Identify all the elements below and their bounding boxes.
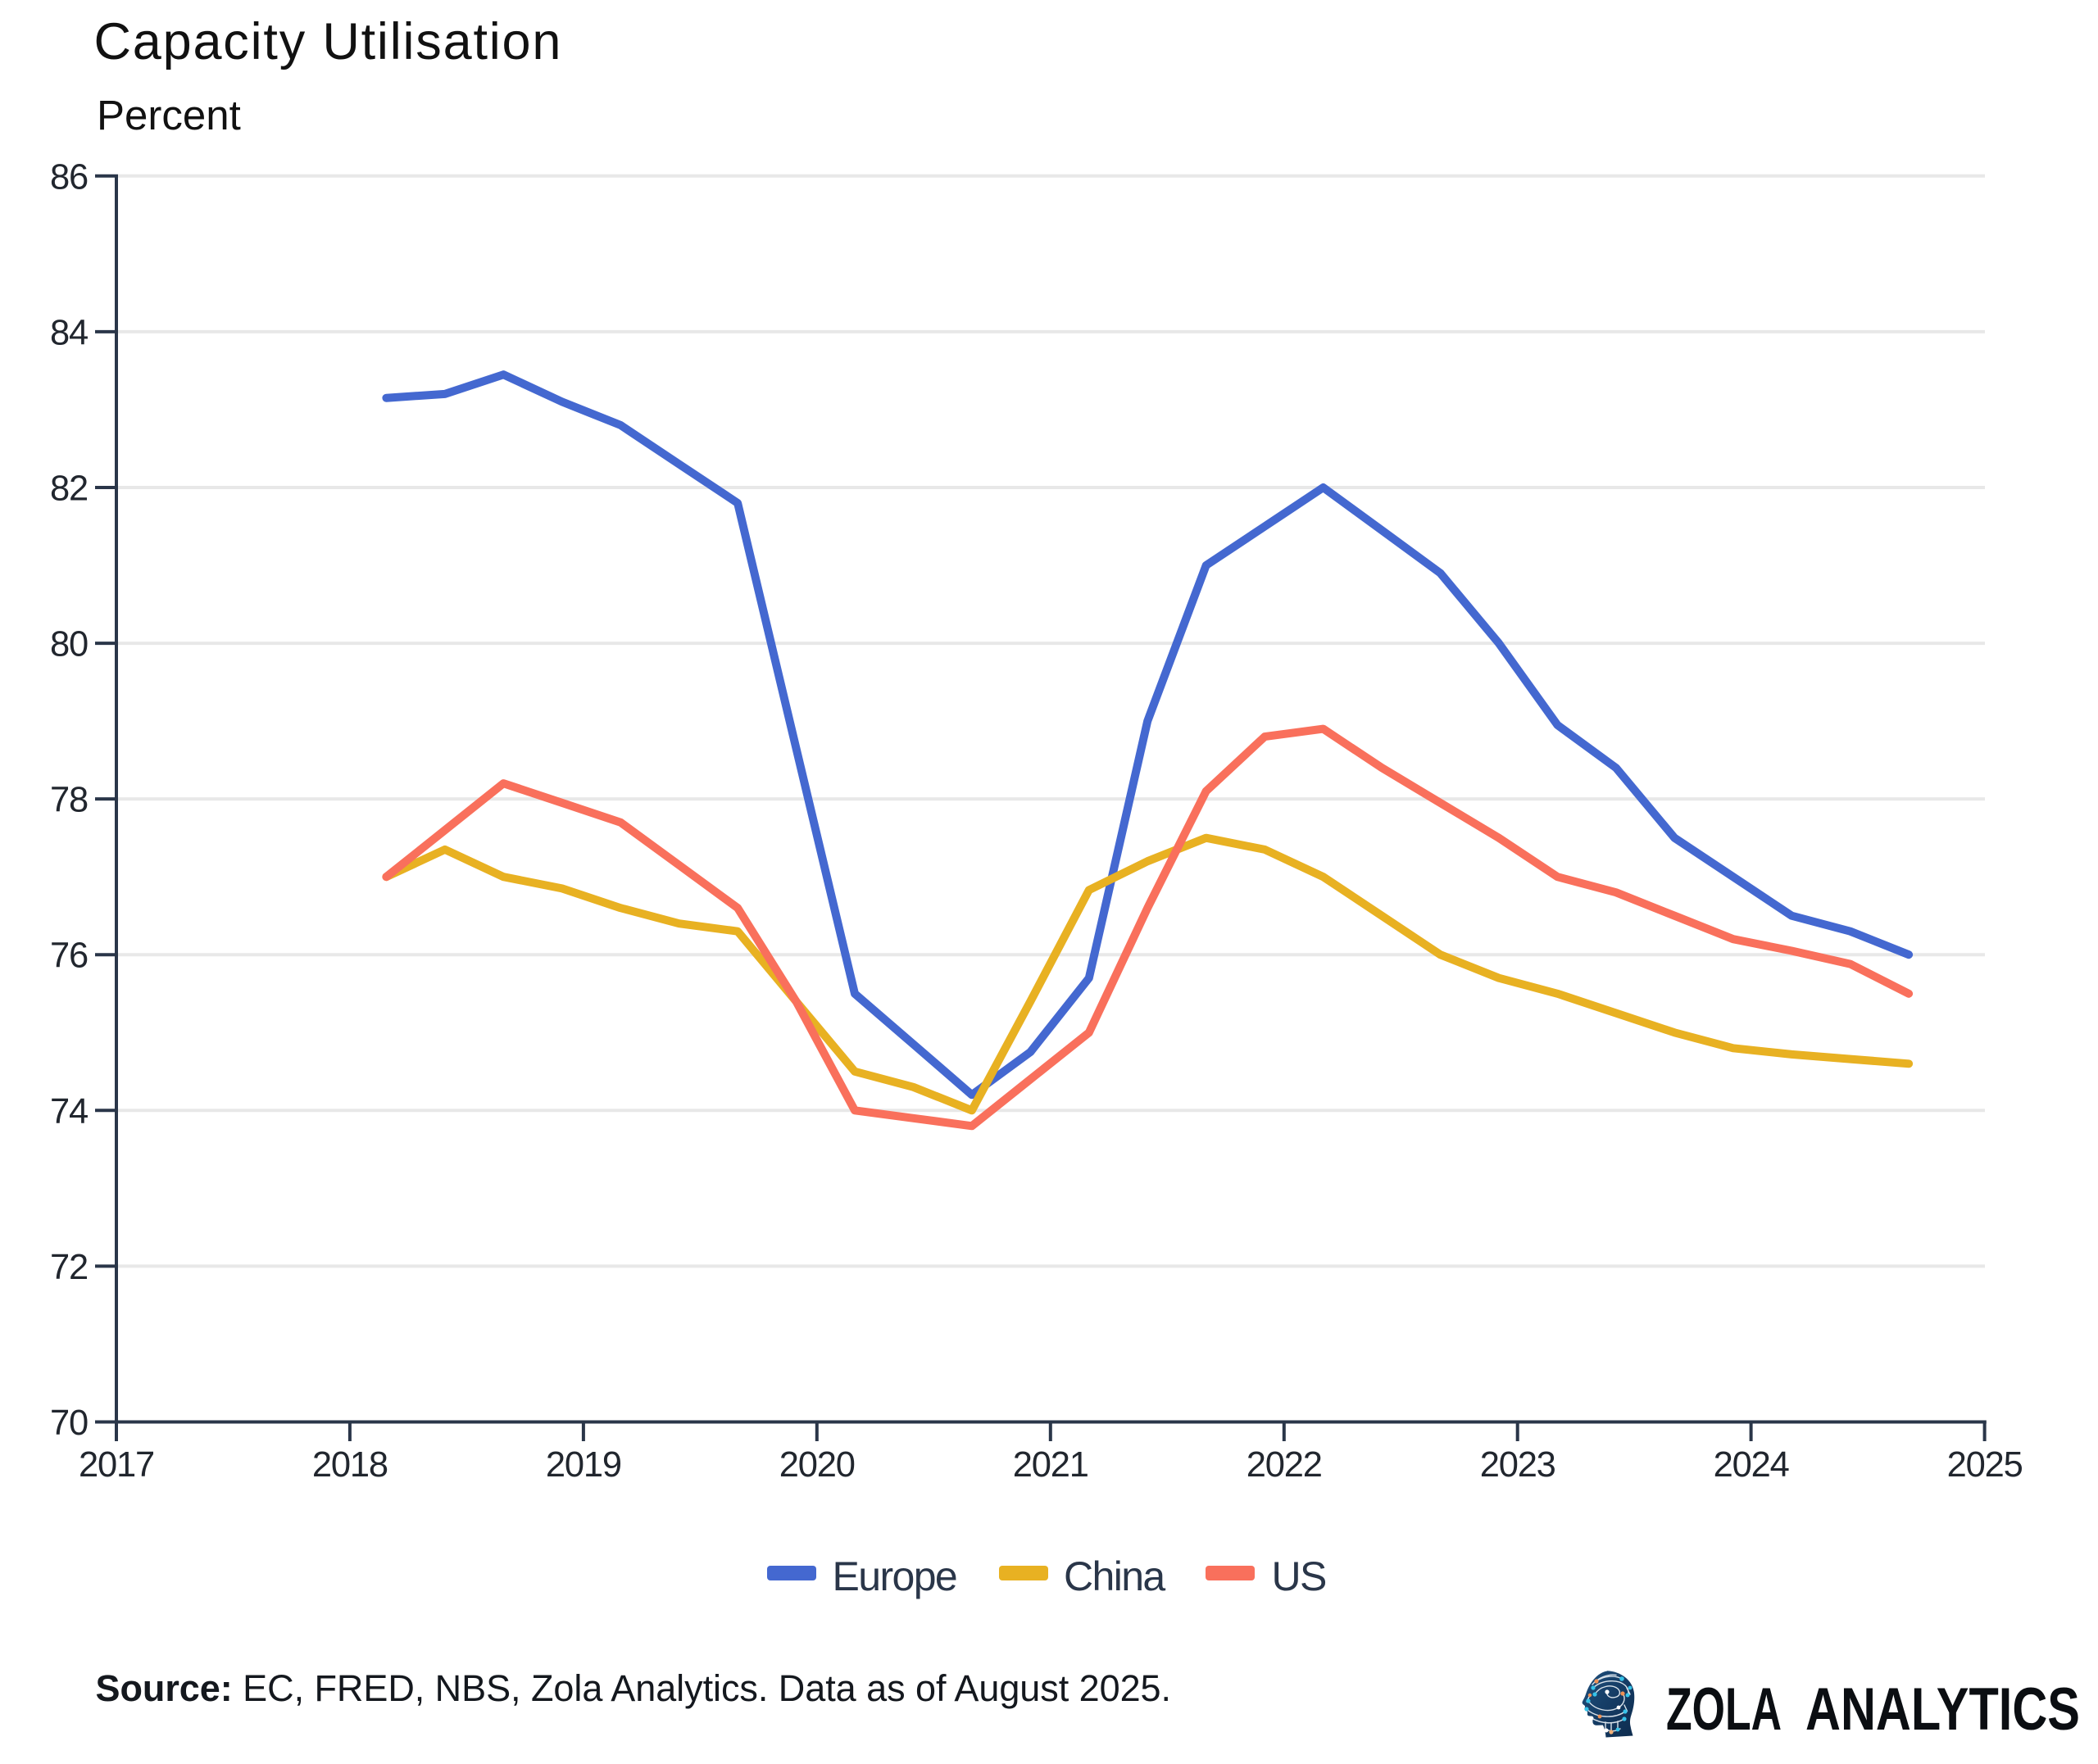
svg-text:80: 80 xyxy=(50,625,88,664)
svg-text:US: US xyxy=(1272,1553,1327,1599)
svg-text:Capacity Utilisation: Capacity Utilisation xyxy=(94,13,563,70)
svg-text:76: 76 xyxy=(50,936,88,976)
svg-text:2024: 2024 xyxy=(1714,1445,1789,1485)
svg-text:Europe: Europe xyxy=(833,1553,957,1599)
svg-text:ZOLA: ZOLA xyxy=(1666,1676,1782,1743)
svg-text:86: 86 xyxy=(50,157,88,197)
svg-text:2017: 2017 xyxy=(79,1445,154,1485)
svg-text:84: 84 xyxy=(50,313,88,352)
svg-text:70: 70 xyxy=(50,1403,88,1443)
svg-text:2018: 2018 xyxy=(312,1445,388,1485)
svg-text:2025: 2025 xyxy=(1947,1445,2023,1485)
svg-text:2023: 2023 xyxy=(1480,1445,1555,1485)
svg-text:Source: EC, FRED, NBS, Zola An: Source: EC, FRED, NBS, Zola Analytics. D… xyxy=(96,1667,1171,1709)
svg-text:72: 72 xyxy=(50,1248,88,1287)
svg-text:2021: 2021 xyxy=(1013,1445,1088,1485)
svg-text:2020: 2020 xyxy=(779,1445,855,1485)
svg-text:Percent: Percent xyxy=(97,92,241,138)
svg-text:China: China xyxy=(1064,1553,1165,1599)
svg-text:82: 82 xyxy=(50,469,88,509)
svg-text:78: 78 xyxy=(50,781,88,820)
svg-text:2022: 2022 xyxy=(1247,1445,1322,1485)
svg-text:ANALYTICS: ANALYTICS xyxy=(1805,1676,2080,1743)
svg-text:2019: 2019 xyxy=(546,1445,621,1485)
svg-text:74: 74 xyxy=(50,1092,88,1131)
